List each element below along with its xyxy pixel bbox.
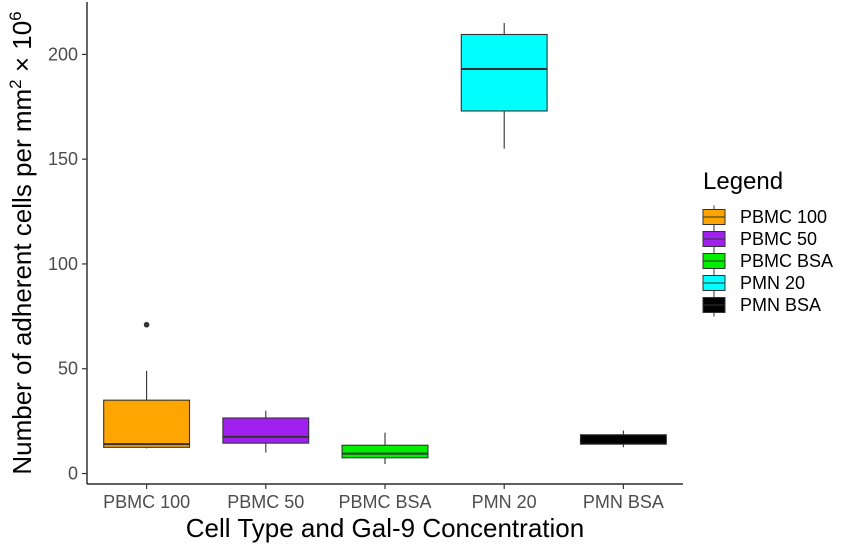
y-tick-label: 150 xyxy=(48,149,78,169)
legend-item-pmn-20: PMN 20 xyxy=(702,271,805,295)
x-tick-label: PBMC 100 xyxy=(103,492,190,512)
plot-area xyxy=(103,22,667,465)
x-tick-label: PBMC 50 xyxy=(227,492,304,512)
outlier-point xyxy=(143,321,150,328)
y-axis-ticks: 0 50 100 150 200 xyxy=(48,44,87,484)
box-rect xyxy=(341,444,429,459)
y-axis-title: Number of adherent cells per mm2 × 106 xyxy=(6,11,37,474)
x-tick-label: PMN 20 xyxy=(472,492,537,512)
y-tick-label: 100 xyxy=(48,254,78,274)
legend-label: PBMC 100 xyxy=(740,207,827,227)
box-pbmc-100 xyxy=(103,321,191,449)
legend-label: PBMC 50 xyxy=(740,229,817,249)
y-axis-title-superscript-2: 2 xyxy=(6,79,25,88)
box-pmn-bsa xyxy=(579,430,667,448)
legend-item-pbmc-bsa: PBMC BSA xyxy=(702,249,833,273)
box-pbmc-bsa xyxy=(341,432,429,465)
box-rect xyxy=(103,399,191,448)
legend-title: Legend xyxy=(703,168,783,195)
y-tick-label: 50 xyxy=(58,359,78,379)
legend-label: PMN 20 xyxy=(740,273,805,293)
box-pbmc-50 xyxy=(222,410,310,453)
box-rect xyxy=(222,417,310,444)
y-tick-label: 0 xyxy=(68,464,78,484)
box-pmn-20 xyxy=(460,22,548,149)
x-axis-ticks: PBMC 100 PBMC 50 PBMC BSA PMN 20 PMN BSA xyxy=(103,484,664,512)
legend-item-pmn-bsa: PMN BSA xyxy=(702,293,821,317)
x-axis-title: Cell Type and Gal-9 Concentration xyxy=(186,513,584,543)
x-tick-label: PMN BSA xyxy=(583,492,664,512)
y-axis-title-main: Number of adherent cells per mm xyxy=(7,89,37,475)
legend-item-pbmc-100: PBMC 100 xyxy=(702,205,827,229)
legend-item-pbmc-50: PBMC 50 xyxy=(702,227,817,251)
y-axis-title-superscript-6: 6 xyxy=(6,11,25,20)
y-tick-label: 200 xyxy=(48,44,78,64)
x-tick-label: PBMC BSA xyxy=(338,492,431,512)
box-rect xyxy=(460,33,548,112)
legend-label: PBMC BSA xyxy=(740,251,833,271)
y-axis-title-times: × 10 xyxy=(7,21,37,80)
legend-label: PMN BSA xyxy=(740,295,821,315)
